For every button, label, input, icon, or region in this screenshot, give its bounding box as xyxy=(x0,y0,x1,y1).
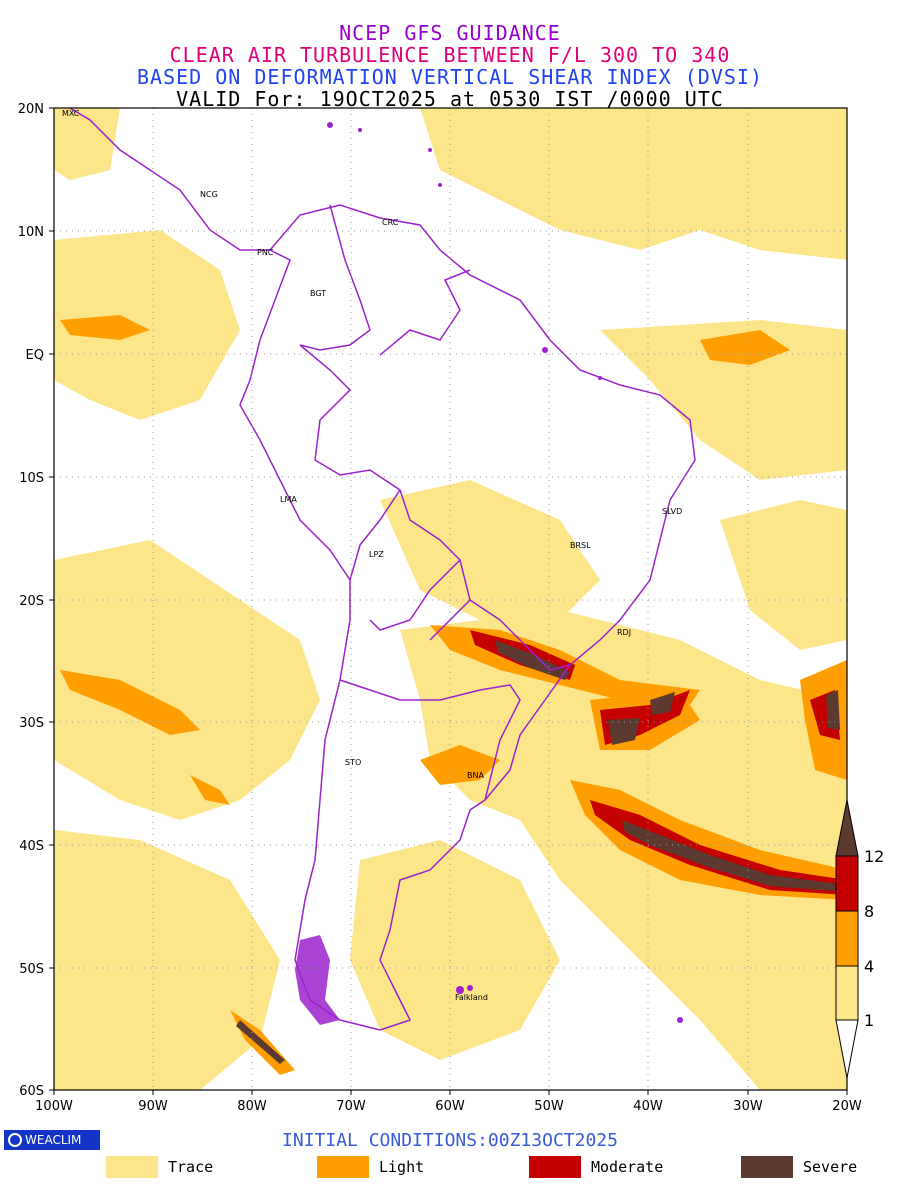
brand-badge: WEACLIM xyxy=(4,1130,100,1150)
colorbar-tick-label: 1 xyxy=(864,1011,874,1030)
legend-label: Trace xyxy=(168,1158,214,1176)
country-borders xyxy=(69,108,696,1031)
colorbar-trace xyxy=(835,965,859,1021)
legend-item-moderate: Moderate xyxy=(529,1156,663,1178)
turbulence-field xyxy=(54,108,847,1090)
graticule xyxy=(54,108,847,1090)
lon-label: 60W xyxy=(435,1099,465,1114)
lon-label: 40W xyxy=(633,1099,663,1114)
legend-swatch xyxy=(741,1156,793,1178)
city-label-bgt: BGT xyxy=(310,289,326,298)
legend-swatch xyxy=(317,1156,369,1178)
city-labels: MXC NCG PNC CRC BGT LMA LPZ SLVD BRSL RD… xyxy=(62,109,682,1002)
lon-label: 80W xyxy=(237,1099,267,1114)
lon-label: 50W xyxy=(534,1099,564,1114)
lat-label: 60S xyxy=(19,1084,44,1099)
initial-conditions: INITIAL CONDITIONS:00Z13OCT2025 xyxy=(282,1130,618,1151)
lon-label: 20W xyxy=(832,1099,862,1114)
colorbar-none-cap xyxy=(835,1019,859,1079)
lat-label: 20S xyxy=(19,594,44,609)
colorbar-moderate xyxy=(835,855,859,912)
legend-label: Moderate xyxy=(591,1158,664,1176)
colorbar-light xyxy=(835,910,859,967)
city-label-bna: BNA xyxy=(467,771,484,780)
lat-label: 10N xyxy=(18,225,44,240)
lat-label: 50S xyxy=(19,962,44,977)
city-label-rdj: RDJ xyxy=(617,628,631,637)
title-product: CLEAR AIR TURBULENCE BETWEEN F/L 300 TO … xyxy=(169,43,731,67)
city-label-crc: CRC xyxy=(382,218,399,227)
legend-label: Severe xyxy=(803,1158,858,1176)
brand-name: WEACLIM xyxy=(25,1133,82,1147)
title-method: BASED ON DEFORMATION VERTICAL SHEAR INDE… xyxy=(137,65,763,89)
legend-item-severe: Severe xyxy=(741,1156,857,1178)
city-label-falkland: Falkland xyxy=(455,993,488,1002)
legend-label: Light xyxy=(379,1158,425,1176)
brand-logo-icon xyxy=(8,1133,22,1147)
latitude-labels: 20N 10N EQ 10S 20S 30S 40S 50S 60S xyxy=(18,102,44,1099)
city-label-slvd: SLVD xyxy=(662,507,682,516)
legend-swatch xyxy=(106,1156,158,1178)
legend-item-light: Light xyxy=(317,1156,424,1178)
legend-item-trace: Trace xyxy=(106,1156,213,1178)
city-label-pnc: PNC xyxy=(257,248,274,257)
colorbar: 12 8 4 1 xyxy=(835,799,884,1079)
lat-label: 10S xyxy=(19,471,44,486)
city-label-lpz: LPZ xyxy=(369,550,384,559)
city-label-sto: STO xyxy=(345,758,361,767)
legend-swatch xyxy=(529,1156,581,1178)
title-model: NCEP GFS GUIDANCE xyxy=(339,21,561,45)
city-label-mxc: MXC xyxy=(62,109,80,118)
city-label-brsl: BRSL xyxy=(570,541,591,550)
lon-label: 90W xyxy=(138,1099,168,1114)
lat-label: 30S xyxy=(19,716,44,731)
trace-areas xyxy=(54,108,847,1090)
islands xyxy=(295,122,683,1025)
lat-label: 40S xyxy=(19,839,44,854)
colorbar-tick-label: 12 xyxy=(864,847,884,866)
title-valid-time: VALID For: 19OCT2025 at 0530 IST /0000 U… xyxy=(176,87,724,111)
lon-label: 30W xyxy=(733,1099,763,1114)
lat-label: 20N xyxy=(18,102,44,117)
city-label-lma: LMA xyxy=(280,495,297,504)
lon-label: 70W xyxy=(336,1099,366,1114)
city-label-ncg: NCG xyxy=(200,190,218,199)
colorbar-tick-label: 4 xyxy=(864,957,874,976)
colorbar-tick-label: 8 xyxy=(864,902,874,921)
lat-label: EQ xyxy=(26,348,44,363)
axis-ticks xyxy=(49,107,848,1095)
longitude-labels: 100W 90W 80W 70W 60W 50W 40W 30W 20W xyxy=(35,1099,862,1114)
lon-label: 100W xyxy=(35,1099,73,1114)
